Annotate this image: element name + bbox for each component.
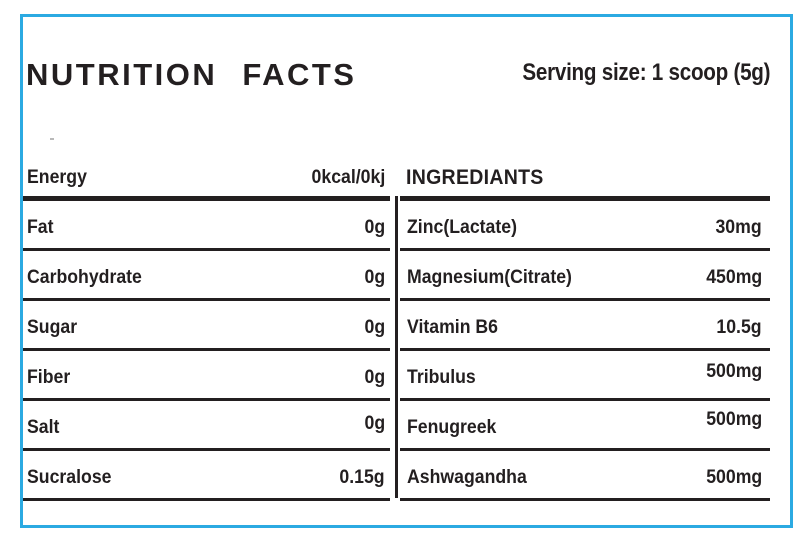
nutrient-value: 0kcal/0kj <box>311 167 385 188</box>
nutrient-value: 0g <box>364 317 385 338</box>
nutrient-label: Sucralose <box>27 467 112 488</box>
table-row: Magnesium(Citrate) 450mg <box>400 251 770 301</box>
ingredient-label: Ashwagandha <box>407 467 527 488</box>
nutrient-value: 0g <box>364 267 385 288</box>
table-row: Vitamin B6 10.5g <box>400 301 770 351</box>
table-row: Salt 0g <box>23 401 390 451</box>
table-row: Sugar 0g <box>23 301 390 351</box>
ingredient-label: Zinc(Lactate) <box>407 217 517 238</box>
table-row: Carbohydrate 0g <box>23 251 390 301</box>
ingredient-label: Vitamin B6 <box>407 317 499 338</box>
table-row: Tribulus 500mg <box>400 351 770 401</box>
ingredient-value: 500mg <box>706 361 762 382</box>
serving-size: Serving size: 1 scoop (5g) <box>522 59 770 86</box>
nutrient-label: Energy <box>27 167 87 188</box>
nutrient-label: Carbohydrate <box>27 267 142 288</box>
nutrient-label: Fiber <box>27 367 71 388</box>
nutrient-label: Fat <box>27 217 54 238</box>
ingredient-value: 30mg <box>715 217 762 238</box>
nutrient-value: 0g <box>364 413 385 434</box>
nutrient-value: 0g <box>364 367 385 388</box>
table-row: Fiber 0g <box>23 351 390 401</box>
ingredients-header-row: INGREDIANTS <box>400 158 770 201</box>
ingredients-heading: INGREDIANTS <box>406 166 544 189</box>
table-row: Ashwagandha 500mg <box>400 451 770 501</box>
nutrient-value: 0g <box>364 217 385 238</box>
table-row: Fenugreek 500mg <box>400 401 770 451</box>
ingredients-table: INGREDIANTS Zinc(Lactate) 30mg Magnesium… <box>400 158 770 501</box>
label-border <box>20 14 793 528</box>
nutrient-label: Sugar <box>27 317 78 338</box>
ingredient-value: 450mg <box>706 267 762 288</box>
nutrient-label: Salt <box>27 417 60 438</box>
ingredient-value: 500mg <box>706 467 762 488</box>
nutrition-table: Energy 0kcal/0kj Fat 0g Carbohydrate 0g … <box>23 158 390 501</box>
ink-speck <box>50 138 54 140</box>
ingredient-label: Fenugreek <box>407 417 497 438</box>
table-row: Zinc(Lactate) 30mg <box>400 201 770 251</box>
column-divider <box>395 196 398 498</box>
nutrient-value: 0.15g <box>339 467 385 488</box>
table-row: Sucralose 0.15g <box>23 451 390 501</box>
table-row: Fat 0g <box>23 201 390 251</box>
ingredient-value: 500mg <box>706 409 762 430</box>
ingredient-value: 10.5g <box>716 317 762 338</box>
nutrition-header-row: Energy 0kcal/0kj <box>23 158 390 201</box>
ingredient-label: Tribulus <box>407 367 476 388</box>
page-title: NUTRITION FACTS <box>26 57 357 92</box>
ingredient-label: Magnesium(Citrate) <box>407 267 572 288</box>
